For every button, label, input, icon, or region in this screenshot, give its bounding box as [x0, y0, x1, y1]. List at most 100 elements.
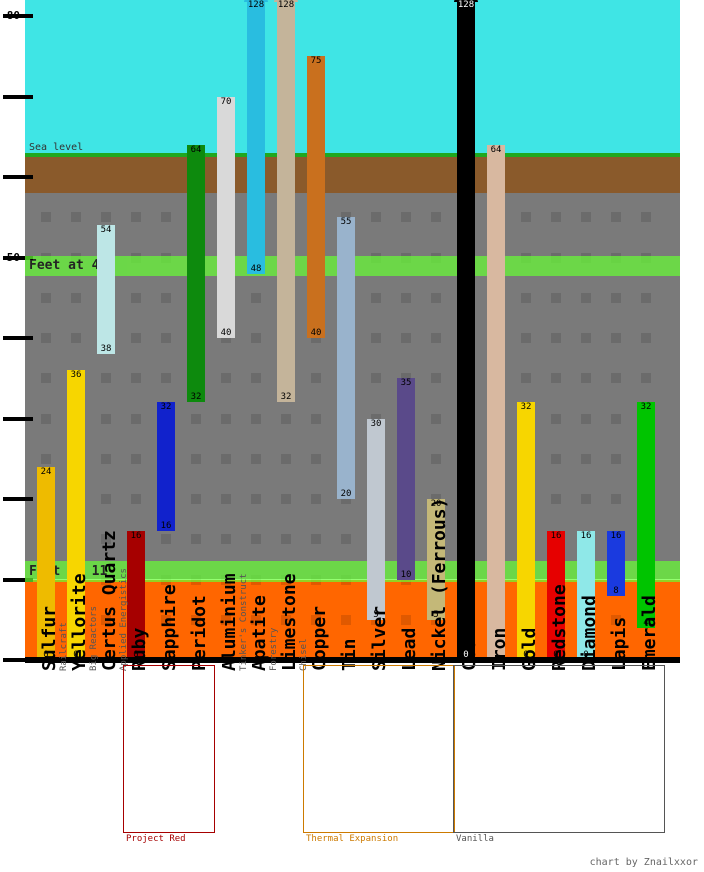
ore-value-high: 35: [397, 378, 415, 388]
ore-value-low: 8: [607, 586, 625, 596]
grid-dot: [101, 212, 111, 222]
y-tick: [3, 417, 33, 421]
x-label-sapphire: Sapphire: [159, 584, 180, 671]
grid-dot: [131, 212, 141, 222]
grid-dot: [41, 293, 51, 303]
grid-dot: [281, 414, 291, 424]
x-label-lapis: Lapis: [609, 617, 630, 671]
grid-dot: [311, 414, 321, 424]
ore-bar-aluminium: 7040: [217, 97, 235, 338]
grid-dot: [551, 454, 561, 464]
ore-value-low: 16: [157, 521, 175, 531]
ore-value-low: 32: [187, 392, 205, 402]
x-sublabel: Forestry: [269, 628, 279, 671]
ore-value-low: 32: [277, 392, 295, 402]
grid-dot: [311, 534, 321, 544]
grid-dot: [371, 293, 381, 303]
grid-dot: [251, 373, 261, 383]
ore-bar-copper: 7540: [307, 56, 325, 338]
ore-value-high: 24: [37, 467, 55, 477]
grid-dot: [401, 293, 411, 303]
grid-dot: [161, 212, 171, 222]
x-label-apatite: Apatite: [249, 595, 270, 671]
grid-dot: [611, 333, 621, 343]
ore-value-high: 16: [607, 531, 625, 541]
grid-dot: [311, 494, 321, 504]
sea-level-label: Sea level: [29, 142, 83, 153]
grid-dot: [551, 293, 561, 303]
grid-dot: [101, 414, 111, 424]
ore-value-high: 64: [487, 145, 505, 155]
grid-dot: [251, 454, 261, 464]
grid-dot: [41, 414, 51, 424]
x-label-copper: Copper: [309, 606, 330, 671]
bg-layer: [25, 157, 680, 193]
grid-dot: [71, 333, 81, 343]
ore-bar-iron: 64: [487, 145, 505, 660]
grid-dot: [101, 454, 111, 464]
mod-group-vanilla: Vanilla: [453, 665, 665, 833]
grid-dot: [431, 212, 441, 222]
ore-bar-gold: 320: [517, 402, 535, 660]
ore-value-high: 128: [457, 0, 475, 10]
y-tick-label: 50: [0, 251, 20, 264]
ore-value-low: 5: [427, 610, 445, 620]
grid-dot: [281, 494, 291, 504]
grid-dot: [311, 373, 321, 383]
grid-dot: [191, 494, 201, 504]
grid-dot: [551, 373, 561, 383]
ore-value-low: 20: [337, 489, 355, 499]
grid-dot: [581, 212, 591, 222]
ore-value-high: 32: [157, 402, 175, 412]
ore-value-low: 38: [97, 344, 115, 354]
ore-value-high: 128: [247, 0, 265, 10]
ore-value-low: 0: [547, 650, 565, 660]
y-tick: [3, 175, 33, 179]
chart-credit: chart by Znailxxor: [590, 857, 698, 868]
grid-dot: [311, 454, 321, 464]
x-label-nickel-ferrous-: Nickel (Ferrous): [429, 498, 450, 671]
y-tick: [3, 95, 33, 99]
x-label-emerald: Emerald: [639, 595, 660, 671]
y-tick-label: 80: [0, 9, 20, 22]
x-axis-labels: SulfurRailcraftYelloriteBig ReactorsCert…: [25, 665, 680, 865]
ore-bar-apatite: 128 48: [247, 0, 265, 274]
ore-value-low: 0: [517, 650, 535, 660]
mod-group-thermal-expansion: Thermal Expansion: [303, 665, 455, 833]
grid-dot: [41, 212, 51, 222]
ore-value-high: 16: [577, 531, 595, 541]
grid-dot: [131, 333, 141, 343]
grid-dot: [431, 454, 441, 464]
ore-bar-lapis: 16 8: [607, 531, 625, 595]
ore-value-low: 10: [397, 570, 415, 580]
x-sublabel: Railcraft: [59, 622, 69, 671]
grid-dot: [581, 414, 591, 424]
ore-value-low: 4: [637, 618, 655, 628]
ore-value-high: 54: [97, 225, 115, 235]
grid-dot: [581, 373, 591, 383]
grid-dot: [131, 414, 141, 424]
ore-value-high: 70: [217, 97, 235, 107]
ore-value-high: 16: [127, 531, 145, 541]
grid-dot: [581, 333, 591, 343]
grid-dot: [41, 373, 51, 383]
grid-dot: [521, 293, 531, 303]
y-tick: [3, 497, 33, 501]
ore-value-high: 128: [277, 0, 295, 10]
ore-bar-lead: 35 10: [397, 378, 415, 579]
grid-dot: [191, 454, 201, 464]
y-tick: [3, 336, 33, 340]
grid-dot: [581, 454, 591, 464]
ore-bar-coal: 1280: [457, 0, 475, 660]
grid-dot: [521, 373, 531, 383]
ore-value-high: 20: [427, 499, 445, 509]
bg-layer: [25, 0, 680, 153]
grid-dot: [431, 333, 441, 343]
grid-dot: [611, 414, 621, 424]
grid-dot: [161, 534, 171, 544]
grid-dot: [161, 293, 171, 303]
grid-dot: [551, 212, 561, 222]
ore-value-low: 48: [247, 264, 265, 274]
grid-dot: [41, 454, 51, 464]
x-label-peridot: Peridot: [189, 595, 210, 671]
